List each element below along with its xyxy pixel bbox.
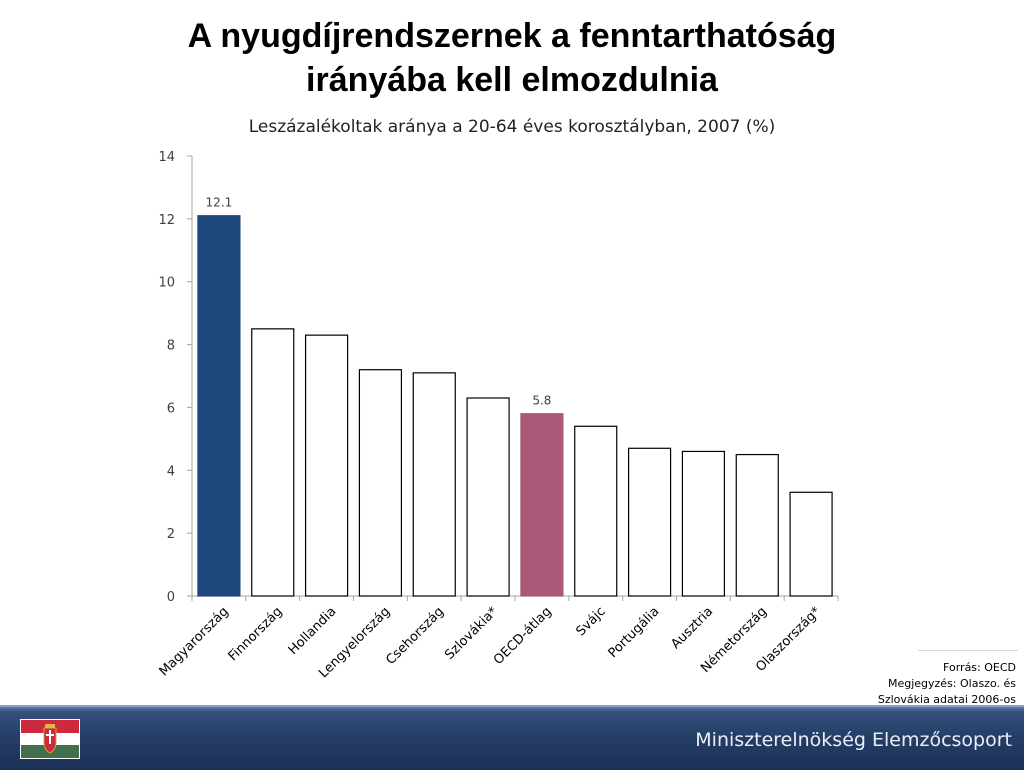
bar-1 xyxy=(252,329,294,596)
remark-note-line1: Megjegyzés: Olaszo. és xyxy=(878,676,1016,692)
category-label-0: Magyarország xyxy=(157,604,232,679)
bar-8 xyxy=(629,448,671,596)
hungarian-coat-of-arms-flag-icon xyxy=(20,719,80,759)
data-label-0: 12.1 xyxy=(206,196,233,210)
bar-4 xyxy=(413,373,455,596)
category-label-7: Svájc xyxy=(573,604,608,639)
chart-notes: Forrás: OECD Megjegyzés: Olaszo. és Szlo… xyxy=(878,660,1016,708)
category-label-1: Finnország xyxy=(226,604,286,664)
bar-5 xyxy=(467,398,509,596)
data-label-6: 5.8 xyxy=(532,394,551,408)
y-tick-label: 0 xyxy=(167,590,175,605)
category-label-4: Csehország xyxy=(383,604,447,668)
y-tick-label: 4 xyxy=(167,464,175,479)
category-label-6: OECD-átlag xyxy=(491,604,555,668)
bar-2 xyxy=(306,335,348,596)
footer-bar: Miniszterelnökség Elemzőcsoport xyxy=(0,705,1024,770)
notes-divider xyxy=(918,650,1018,651)
y-tick-label: 2 xyxy=(167,527,175,542)
bar-6 xyxy=(521,414,563,596)
bar-0 xyxy=(198,216,240,596)
source-note: Forrás: OECD xyxy=(878,660,1016,676)
y-tick-label: 12 xyxy=(158,213,175,228)
bar-7 xyxy=(575,426,617,596)
category-label-9: Ausztria xyxy=(668,604,716,652)
footer-org-name: Miniszterelnökség Elemzőcsoport xyxy=(695,729,1012,751)
category-label-2: Hollandia xyxy=(286,604,340,658)
bar-10 xyxy=(736,455,778,596)
bar-3 xyxy=(359,370,401,596)
y-tick-label: 6 xyxy=(167,401,175,416)
bar-11 xyxy=(790,492,832,596)
category-label-5: Szlovákia* xyxy=(442,604,501,663)
y-tick-label: 14 xyxy=(158,150,175,165)
y-tick-label: 8 xyxy=(167,339,175,354)
category-label-8: Portugália xyxy=(606,604,663,661)
bar-9 xyxy=(682,451,724,596)
y-tick-label: 10 xyxy=(158,276,175,291)
